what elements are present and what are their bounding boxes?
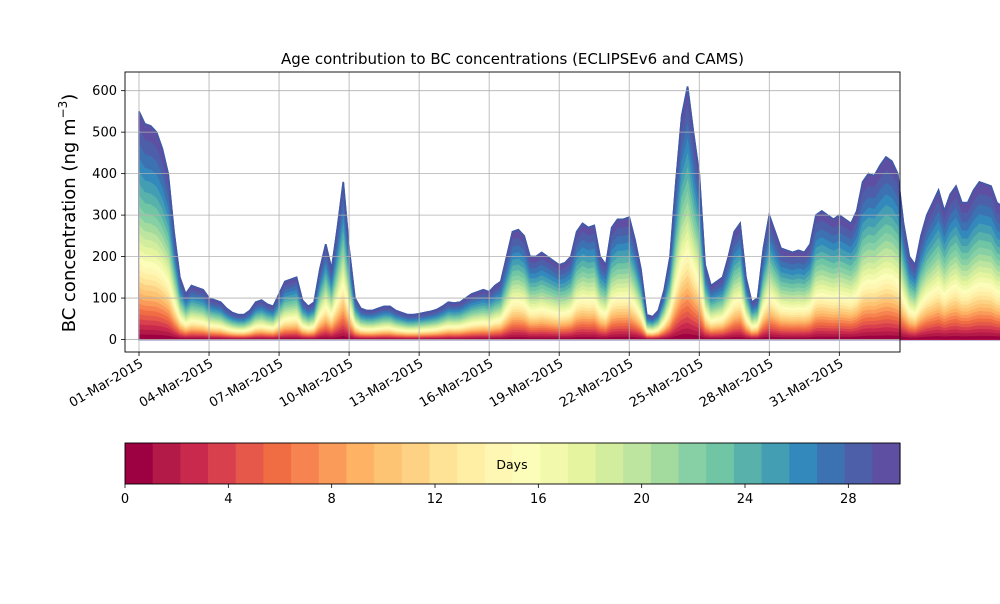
- y-axis-label: BC concentration (ng m−3): [56, 94, 80, 333]
- x-tick-label: 25-Mar-2015: [627, 356, 706, 410]
- colorbar-segment: [761, 443, 790, 484]
- colorbar-segment: [152, 443, 181, 484]
- y-tick-label: 100: [92, 292, 117, 307]
- x-tick-label: 01-Mar-2015: [67, 356, 146, 410]
- y-tick-label: 500: [92, 126, 117, 141]
- y-tick-label: 400: [92, 167, 117, 182]
- colorbar-segment: [623, 443, 652, 484]
- x-tick-label: 04-Mar-2015: [137, 356, 216, 410]
- y-axis-label-close: ): [59, 94, 80, 101]
- x-tick-label: 10-Mar-2015: [277, 356, 356, 410]
- y-axis-label-main: BC concentration (ng m: [59, 118, 80, 332]
- colorbar-segment: [484, 443, 514, 484]
- colorbar-tick-label: 20: [633, 492, 650, 507]
- colorbar-segment: [872, 443, 901, 484]
- colorbar-tick-label: 8: [328, 492, 336, 507]
- colorbar-segment: [733, 443, 763, 484]
- colorbar-tick-label: 0: [121, 492, 129, 507]
- colorbar-segment: [235, 443, 264, 484]
- colorbar-segment: [318, 443, 348, 484]
- colorbar-segment: [595, 443, 624, 484]
- x-tick-label: 07-Mar-2015: [207, 356, 286, 410]
- plot-frame: [124, 71, 901, 353]
- colorbar-segment: [844, 443, 873, 484]
- x-tick-label: 31-Mar-2015: [767, 356, 846, 410]
- chart-title: Age contribution to BC concentrations (E…: [281, 50, 744, 68]
- total-envelope-line: [138, 86, 1000, 318]
- grid: [125, 72, 900, 352]
- x-tick-label: 16-Mar-2015: [417, 356, 496, 410]
- colorbar: 0 4 8 12 16 20 24 28: [121, 442, 901, 507]
- colorbar-segment: [816, 443, 846, 484]
- colorbar-tick-label: 4: [224, 492, 232, 507]
- colorbar-tick-label: 28: [840, 492, 857, 507]
- colorbar-label: Days: [496, 457, 527, 472]
- x-tick-label: 22-Mar-2015: [557, 356, 636, 410]
- colorbar-segment: [291, 443, 320, 484]
- x-tick-label: 28-Mar-2015: [697, 356, 776, 410]
- colorbar-segment: [263, 443, 292, 484]
- y-tick-label: 200: [92, 250, 117, 265]
- colorbar-segment: [678, 443, 707, 484]
- y-tick-label: 300: [92, 209, 117, 224]
- colorbar-segment: [401, 443, 431, 484]
- colorbar-tick-label: 12: [427, 492, 444, 507]
- colorbar-segment: [180, 443, 209, 484]
- area-age-bin-0: [138, 333, 1000, 340]
- y-tick-label: 0: [109, 333, 117, 348]
- x-tick-label: 19-Mar-2015: [487, 356, 566, 410]
- colorbar-segment: [457, 443, 486, 484]
- y-tick-label: 600: [92, 84, 117, 99]
- colorbar-segment: [567, 443, 597, 484]
- colorbar-frame: [124, 442, 901, 485]
- x-tick-label: 13-Mar-2015: [347, 356, 426, 410]
- colorbar-segment: [374, 443, 403, 484]
- y-axis-label-exponent: −3: [56, 101, 70, 119]
- colorbar-segment: [208, 443, 237, 484]
- colorbar-segment: [789, 443, 818, 484]
- area-age-bin-1: [138, 328, 1000, 340]
- colorbar-segment: [706, 443, 735, 484]
- plot-area: 0 100 200 300 400 500 600 01-Mar-201504-Mar-201…: [67, 71, 1000, 411]
- colorbar-segment: [650, 443, 680, 484]
- colorbar-segment: [429, 443, 458, 484]
- colorbar-segment: [125, 443, 154, 484]
- colorbar-tick-label: 16: [530, 492, 547, 507]
- stacked-areas: [138, 86, 1000, 341]
- colorbar-segment: [540, 443, 569, 484]
- area-age-bin-2: [138, 322, 1000, 340]
- colorbar-tick-label: 24: [737, 492, 754, 507]
- colorbar-segment: [346, 443, 375, 484]
- colorbar-segment: [512, 443, 541, 484]
